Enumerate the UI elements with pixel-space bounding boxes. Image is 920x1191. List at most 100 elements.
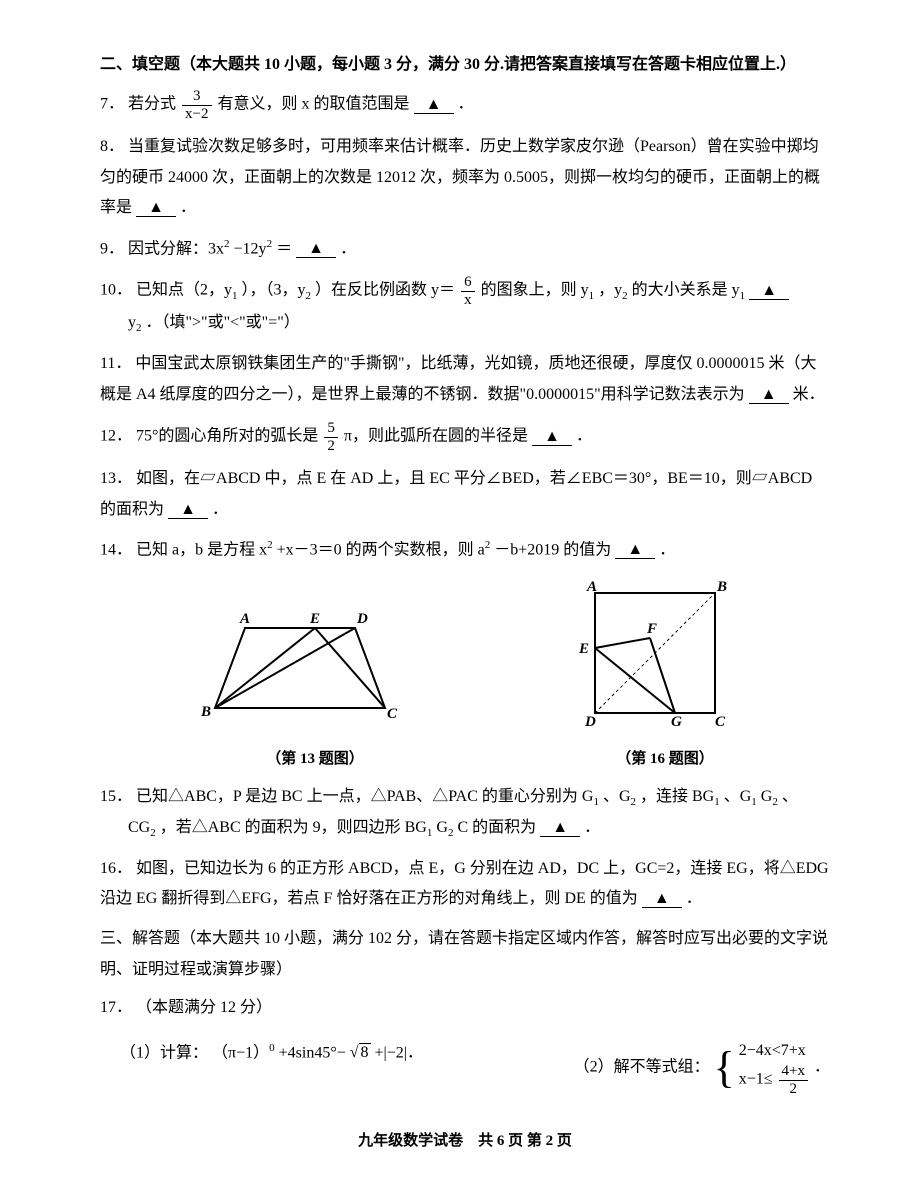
q10-sub1: 1 (232, 290, 238, 302)
q10-indent-t1: y (128, 314, 136, 331)
q17-t1: （本题满分 12 分） (136, 999, 272, 1016)
q7-t2: 有意义，则 x 的取值范围是 (218, 96, 410, 113)
q12-blank: ▲ (532, 429, 572, 446)
section-3-header: 三、解答题（本大题共 10 小题，满分 102 分，请在答题卡指定区域内作答，解… (100, 924, 830, 985)
q17-case1: 2−4x<7+x (739, 1038, 810, 1064)
svg-text:A: A (586, 579, 597, 595)
question-7: 7． 若分式 3x−2 有意义，则 x 的取值范围是 ▲ ． (100, 88, 830, 122)
q10-t3: ）在反比例函数 y＝ (315, 282, 455, 299)
q14-t2: +x－3＝0 的两个实数根，则 a (277, 541, 485, 558)
q9-sup2: 2 (267, 238, 273, 250)
q15-i-t3: G (436, 819, 448, 836)
figure-13-svg: A E D B C (195, 608, 435, 728)
svg-text:D: D (584, 714, 596, 728)
figure-16-svg: A B E F D G C (565, 578, 765, 728)
q10-t4: 的图象上，则 y (481, 282, 589, 299)
q15-blank: ▲ (540, 820, 580, 837)
question-11: 11． 中国宝武太原钢铁集团生产的"手撕钢"，比纸薄，光如镜，质地还很硬，厚度仅… (100, 349, 830, 410)
question-16: 16． 如图，已知边长为 6 的正方形 ABCD，点 E，G 分别在边 AD，D… (100, 854, 830, 915)
svg-text:C: C (387, 706, 398, 722)
q12-fraction: 52 (324, 420, 338, 454)
q17-sqrt: 8 (350, 1038, 371, 1068)
q10-sub5: 1 (740, 290, 746, 302)
q15-i-t5: ． (584, 819, 600, 836)
q10-indent-t2: ．（填">"或"<"或"="） (146, 314, 300, 331)
svg-text:D: D (356, 611, 368, 627)
q7-num: 7． (100, 96, 124, 113)
question-12: 12． 75°的圆心角所对的弧长是 52 π，则此弧所在圆的半径是 ▲ ． (100, 420, 830, 454)
figure-16: A B E F D G C （第 16 题图） (565, 578, 765, 774)
question-13: 13． 如图，在▱ABCD 中，点 E 在 AD 上，且 EC 平分∠BED，若… (100, 464, 830, 525)
q13-blank: ▲ (168, 502, 208, 519)
svg-text:E: E (309, 611, 320, 627)
q8-t2: ． (180, 199, 196, 216)
q14-t1: 已知 a，b 是方程 x (136, 541, 267, 558)
q17-case2-frac: 4+x2 (779, 1063, 808, 1097)
q15-t4: 、G (724, 788, 752, 805)
q10-t2: ），（3，y (242, 282, 306, 299)
question-10: 10． 已知点（2，y1 ），（3，y2 ）在反比例函数 y＝ 6x 的图象上，… (100, 274, 830, 339)
q15-num: 15． (100, 788, 132, 805)
q14-sup2: 2 (485, 539, 491, 551)
q10-t6: 的大小关系是 y (632, 282, 740, 299)
svg-text:B: B (716, 579, 727, 595)
svg-text:A: A (239, 611, 250, 627)
figure-13-caption: （第 13 题图） (195, 745, 435, 774)
q15-i-t2: ，若△ABC 的面积为 9，则四边形 BG (160, 819, 427, 836)
q17-case2: x−1≤ 4+x2 (739, 1063, 810, 1097)
q16-num: 16． (100, 860, 132, 877)
q10-t5: ，y (598, 282, 622, 299)
q15-t3: ，连接 BG (640, 788, 714, 805)
question-17: 17． （本题满分 12 分） （1）计算： （π−1）0 +4sin45°− … (100, 993, 830, 1097)
q10-sub2: 2 (306, 290, 312, 302)
q8-num: 8． (100, 138, 124, 155)
q10-blank: ▲ (749, 283, 789, 300)
q14-sup1: 2 (267, 539, 273, 551)
q16-t1: 如图，已知边长为 6 的正方形 ABCD，点 E，G 分别在边 AD，DC 上，… (100, 860, 829, 907)
q10-num: 10． (100, 282, 132, 299)
q9-t1: 因式分解：3x (128, 240, 224, 257)
q7-t1: 若分式 (128, 96, 176, 113)
q17-p1-b: +4sin45°− (279, 1044, 346, 1061)
q15-t5: G (761, 788, 773, 805)
q12-t1: 75°的圆心角所对的弧长是 (136, 428, 318, 445)
q17-period: ． (814, 1058, 830, 1075)
q15-i-t4: C 的面积为 (457, 819, 536, 836)
q14-t4: ． (659, 541, 675, 558)
q11-blank: ▲ (749, 387, 789, 404)
q9-sup1: 2 (224, 238, 230, 250)
question-15: 15． 已知△ABC，P 是边 BC 上一点，△PAB、△PAC 的重心分别为 … (100, 782, 830, 844)
page-footer: 九年级数学试卷 共 6 页 第 2 页 (100, 1127, 830, 1156)
q9-num: 9． (100, 240, 124, 257)
svg-text:F: F (646, 621, 657, 637)
q15-t2: 、G (603, 788, 631, 805)
q9-t3: ＝ (276, 240, 292, 257)
q15-t6: 、 (782, 788, 798, 805)
q17-p1-label: （1）计算： (120, 1044, 208, 1061)
section-2-header: 二、填空题（本大题共 10 小题，每小题 3 分，满分 30 分.请把答案直接填… (100, 50, 830, 80)
q10-indent-sub: 2 (136, 322, 142, 334)
figure-16-caption: （第 16 题图） (565, 745, 765, 774)
q15-i-t1: CG (128, 819, 150, 836)
question-14: 14． 已知 a，b 是方程 x2 +x－3＝0 的两个实数根，则 a2 －b+… (100, 535, 830, 566)
q7-fraction: 3x−2 (182, 88, 211, 122)
q12-t3: ． (576, 428, 592, 445)
question-8: 8． 当重复试验次数足够多时，可用频率来估计概率．历史上数学家皮尔逊（Pears… (100, 132, 830, 223)
q9-blank: ▲ (296, 241, 336, 258)
q17-p2-label: （2）解不等式组： (574, 1058, 710, 1075)
q11-t2: 米． (793, 386, 825, 403)
svg-text:E: E (578, 641, 589, 657)
q17-part2: （2）解不等式组： { 2−4x<7+x x−1≤ 4+x2 ． (574, 1038, 830, 1098)
svg-text:C: C (715, 714, 726, 728)
q12-t2: π，则此弧所在圆的半径是 (344, 428, 528, 445)
q17-p1-a: （π−1） (212, 1044, 269, 1061)
q11-t1: 中国宝武太原钢铁集团生产的"手撕钢"，比纸薄，光如镜，质地还很硬，厚度仅 0.0… (100, 355, 817, 402)
q17-cases: { 2−4x<7+x x−1≤ 4+x2 (714, 1038, 810, 1098)
q9-t2: −12y (234, 240, 267, 257)
q7-blank: ▲ (414, 97, 454, 114)
svg-text:B: B (200, 704, 211, 720)
q16-t2: ． (686, 890, 702, 907)
figure-13: A E D B C （第 13 题图） (195, 608, 435, 774)
q13-t2: ． (212, 501, 228, 518)
brace-icon: { (714, 1050, 735, 1085)
